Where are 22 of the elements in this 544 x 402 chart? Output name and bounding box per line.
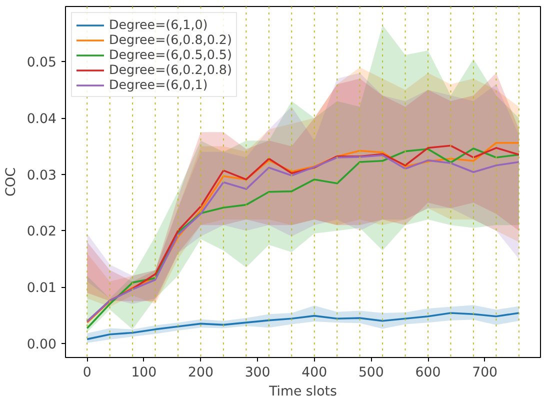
y-tick-label: 0.02 [26, 224, 57, 240]
x-tick-label: 500 [358, 366, 384, 380]
y-tick-label: 0.04 [26, 112, 57, 128]
x-tick-label: 100 [131, 366, 157, 380]
legend-label: Degree=(6,1,0) [109, 17, 208, 32]
line-series [86, 312, 520, 340]
y-tick-label: 0.01 [26, 281, 57, 296]
x-tick-label: 200 [188, 366, 214, 380]
x-tick-label: 600 [415, 366, 441, 380]
y-axis-title: COC [4, 167, 19, 197]
y-tick-label: 0.00 [26, 337, 57, 352]
x-tick-label: 300 [244, 366, 270, 380]
legend-label: Degree=(6,0.2,0.8) [109, 62, 232, 77]
x-tick-label: 400 [302, 366, 328, 380]
legend-label: Degree=(6,0.8,0.2) [109, 32, 232, 47]
x-tick-label: 0 [82, 366, 92, 380]
legend-label: Degree=(6,0.5,0.5) [109, 47, 232, 62]
y-tick-label: 0.03 [26, 168, 57, 184]
legend-label: Degree=(6,0,1) [109, 77, 208, 92]
x-axis-title: Time slots [268, 384, 337, 400]
y-tick-label: 0.05 [26, 56, 57, 71]
x-tick-label: 700 [472, 366, 498, 380]
